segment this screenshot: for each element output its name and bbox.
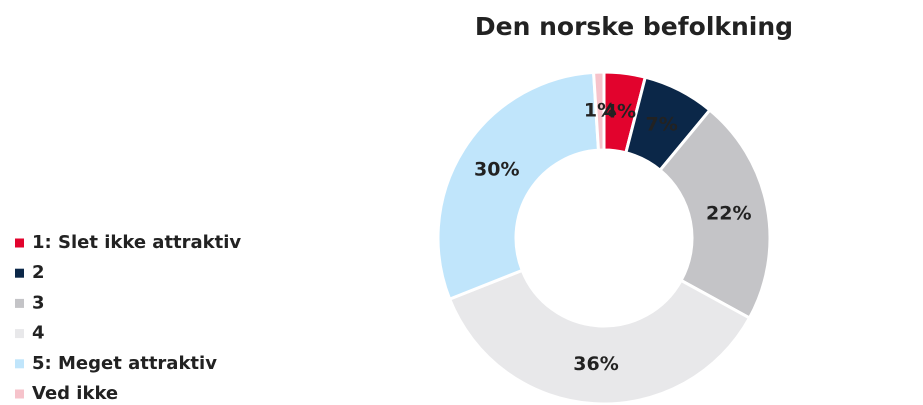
slice-label: 36% bbox=[573, 353, 618, 375]
slice-label: 1% bbox=[584, 100, 616, 122]
slice-label: 4% bbox=[604, 101, 636, 123]
slice bbox=[657, 107, 772, 321]
chart-title: Den norske befolkning bbox=[475, 12, 793, 41]
slice-label: 30% bbox=[474, 158, 519, 180]
legend-swatch bbox=[15, 298, 24, 308]
slice bbox=[447, 268, 752, 405]
slice-label: 7% bbox=[646, 113, 678, 135]
legend-label: 1: Slet ikke attraktiv bbox=[32, 232, 241, 253]
legend-label: 2 bbox=[32, 262, 45, 283]
legend-label: 4 bbox=[32, 323, 45, 344]
legend-swatch bbox=[15, 389, 24, 399]
slice-label: 22% bbox=[706, 203, 751, 225]
legend-swatch bbox=[15, 268, 24, 278]
legend-label: Ved ikke bbox=[32, 383, 118, 404]
legend-swatch bbox=[15, 329, 24, 339]
legend-label: 3 bbox=[32, 292, 45, 313]
legend-swatch bbox=[15, 238, 24, 248]
slice bbox=[591, 70, 606, 152]
legend-label: 5: Meget attraktiv bbox=[32, 353, 217, 374]
legend-swatch bbox=[15, 359, 24, 369]
slice bbox=[436, 70, 601, 302]
